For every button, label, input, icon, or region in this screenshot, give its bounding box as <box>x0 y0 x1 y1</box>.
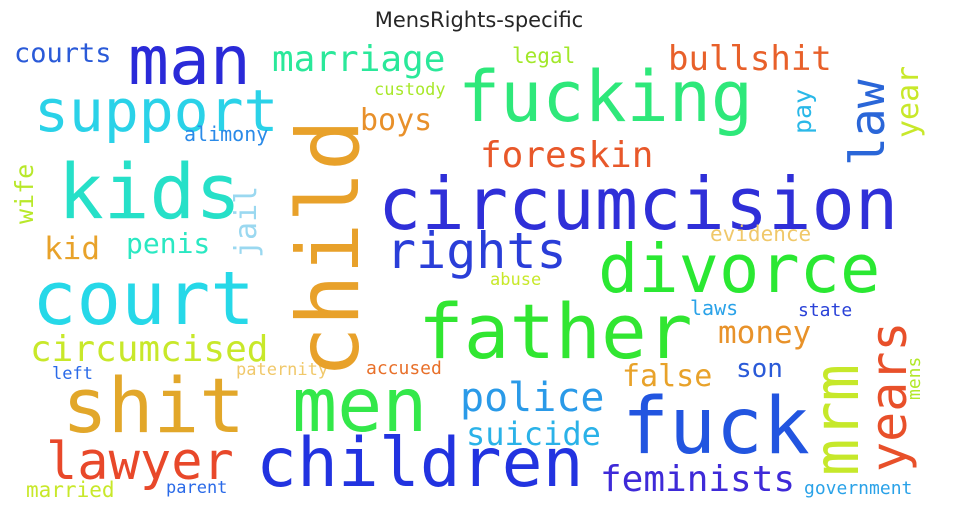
word-support: support <box>34 77 279 145</box>
word-state: state <box>798 300 853 321</box>
word-jail: jail <box>229 185 264 258</box>
word-pay: pay <box>788 88 817 134</box>
word-alimony: alimony <box>184 122 269 146</box>
word-paternity: paternity <box>236 360 329 380</box>
word-left: left <box>52 364 93 384</box>
word-foreskin: foreskin <box>480 135 654 176</box>
word-shit: shit <box>62 361 246 450</box>
word-evidence: evidence <box>710 222 812 246</box>
word-mrm: mrm <box>800 364 873 476</box>
word-man: man <box>128 22 251 101</box>
word-court: court <box>32 256 255 342</box>
word-rights: rights <box>386 222 567 280</box>
word-suicide: suicide <box>466 415 601 453</box>
word-custody: custody <box>374 80 446 100</box>
word-kids: kids <box>58 147 242 236</box>
word-married: married <box>26 478 115 502</box>
word-marriage: marriage <box>272 39 446 80</box>
word-divorce: divorce <box>598 230 881 308</box>
word-abuse: abuse <box>490 270 542 290</box>
word-laws: laws <box>690 296 739 320</box>
word-son: son <box>736 354 783 384</box>
word-circumcision: circumcision <box>378 162 899 246</box>
word-courts: courts <box>14 38 112 69</box>
word-parent: parent <box>166 478 228 498</box>
word-bullshit: bullshit <box>668 39 832 79</box>
chart-title: MensRights-specific <box>374 8 584 32</box>
word-law: law <box>840 79 896 166</box>
word-child: child <box>279 119 379 378</box>
word-men: men <box>292 361 428 449</box>
word-circumcised: circumcised <box>30 329 269 370</box>
word-fucking: fucking <box>458 56 754 138</box>
word-fuck: fuck <box>622 382 810 472</box>
word-father: father <box>418 287 693 376</box>
word-year: year <box>891 65 926 138</box>
word-children: children <box>256 424 584 503</box>
word-feminists: feminists <box>600 459 796 500</box>
word-money: money <box>718 315 812 351</box>
word-mens: mens <box>904 356 925 400</box>
word-kid: kid <box>44 231 100 267</box>
word-penis: penis <box>126 227 211 260</box>
word-police: police <box>460 375 605 421</box>
word-legal: legal <box>512 44 576 68</box>
word-lawyer: lawyer <box>46 432 234 492</box>
word-boys: boys <box>360 103 433 138</box>
word-false: false <box>622 359 713 394</box>
word-accused: accused <box>366 358 442 379</box>
word-wife: wife <box>10 163 39 224</box>
word-government: government <box>804 478 913 499</box>
